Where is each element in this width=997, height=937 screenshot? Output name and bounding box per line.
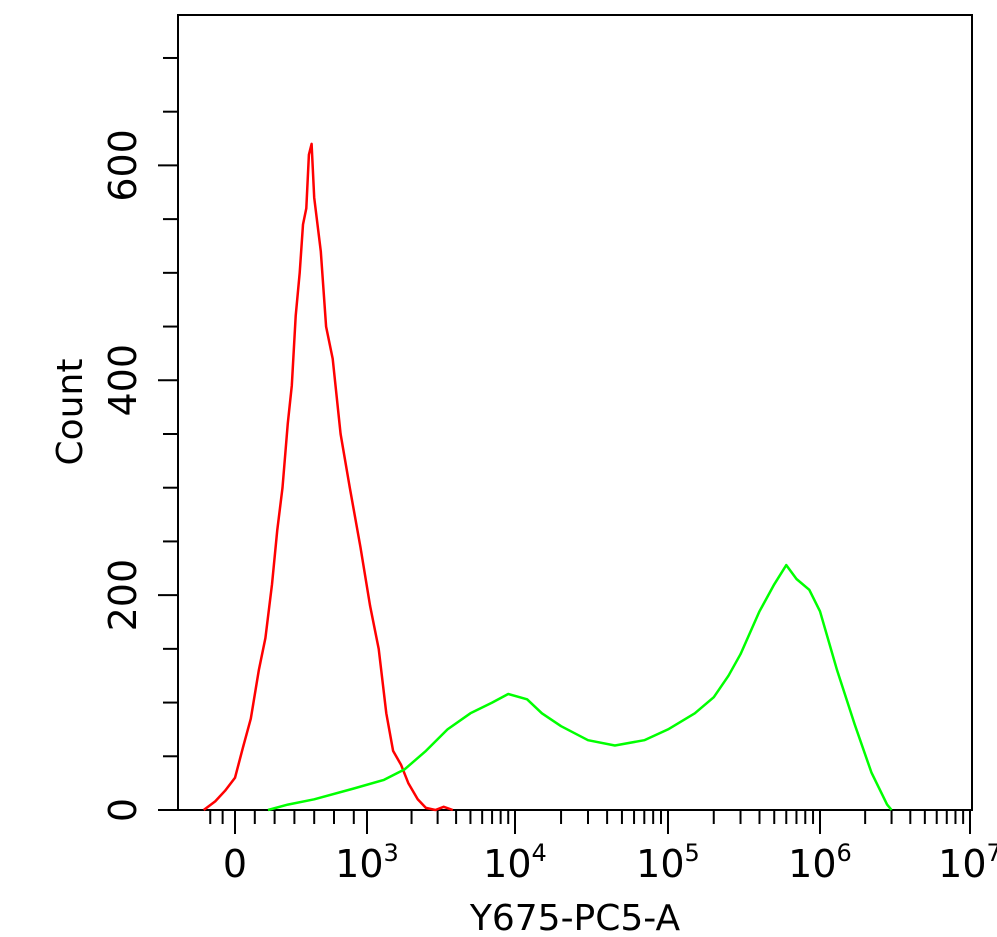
series-line-1 <box>202 142 454 812</box>
y-axis-title: Count <box>50 359 91 466</box>
y-tick-label: 600 <box>101 129 145 202</box>
series-line-2 <box>267 563 893 812</box>
plot-frame <box>177 14 973 811</box>
y-tick-label: 0 <box>101 798 145 822</box>
x-tick-label: 105 <box>636 839 700 886</box>
y-axis: 0 200 400 600 <box>101 56 178 822</box>
x-tick-label: 104 <box>483 839 547 886</box>
x-tick-label: 103 <box>335 839 399 886</box>
y-tick-label: 400 <box>101 344 145 417</box>
x-tick-label: 0 <box>223 842 247 886</box>
x-tick-label: 107 <box>938 839 997 886</box>
series-layer <box>202 142 893 812</box>
x-axis-title: Y675-PC5-A <box>469 898 681 937</box>
x-tick-label: 106 <box>788 839 852 886</box>
y-tick-label: 200 <box>101 559 145 632</box>
x-axis: 0 103 104 105 106 107 <box>209 810 997 886</box>
